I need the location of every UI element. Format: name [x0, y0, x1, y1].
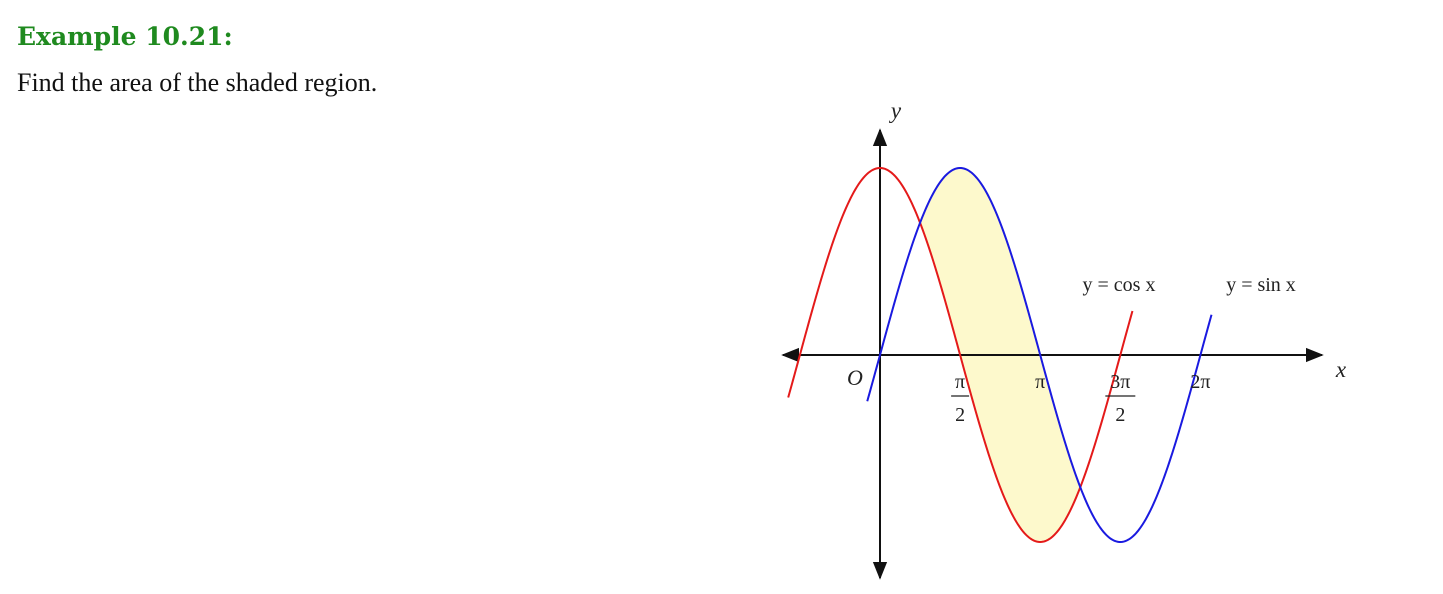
x-tick-label: π2	[951, 371, 970, 426]
x-tick-label: 3π 2	[1105, 371, 1136, 426]
origin-label: O	[847, 365, 863, 390]
x-tick-numerator: 3π	[1110, 371, 1130, 393]
x-tick-numerator: π	[955, 371, 965, 393]
cos-curve	[787, 167, 1134, 544]
x-tick-numerator: 2π	[1190, 371, 1210, 393]
x-tick-numerator: π	[1035, 371, 1045, 393]
problem-statement: Find the area of the shaded region.	[17, 68, 378, 97]
sin-curve	[866, 167, 1213, 543]
y-axis-label: y	[889, 98, 902, 123]
sin-curve-label: y = sin x	[1226, 274, 1296, 296]
example-heading: Example 10.21:	[17, 22, 233, 51]
cos-curve-label: y = cos x	[1083, 274, 1156, 296]
x-tick-label: π	[1035, 371, 1045, 393]
x-tick-denominator: 2	[955, 404, 965, 426]
x-tick-denominator: 2	[1115, 404, 1125, 426]
x-tick-label: 2π	[1190, 371, 1210, 393]
x-axis-label: x	[1335, 357, 1347, 382]
